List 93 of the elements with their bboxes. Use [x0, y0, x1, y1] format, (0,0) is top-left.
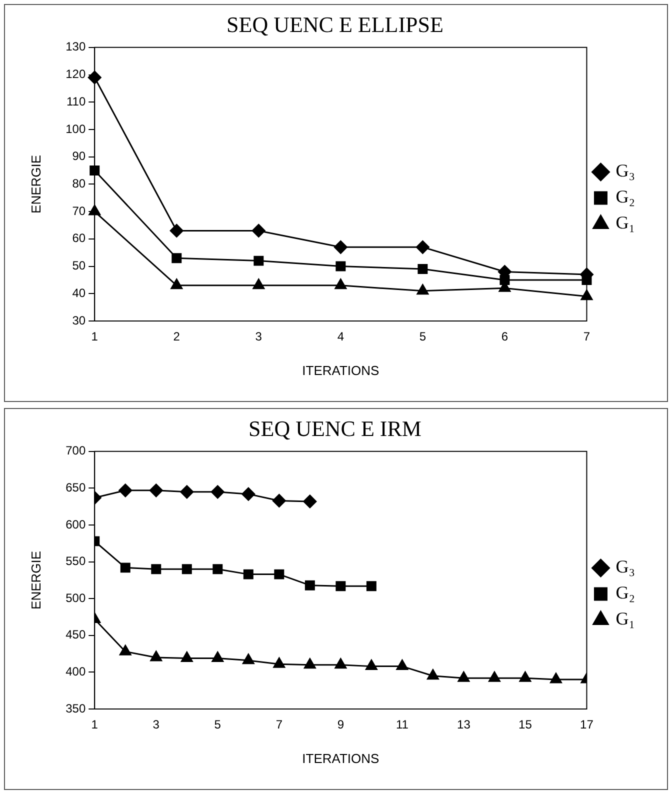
y-tick-label: 110 — [66, 94, 86, 108]
point — [180, 485, 194, 499]
point — [170, 224, 184, 238]
y-axis-title: ENERGIE — [28, 154, 44, 214]
x-tick-label: 3 — [152, 718, 160, 732]
y-tick-label: 700 — [66, 444, 86, 458]
y-tick-label: 400 — [66, 664, 86, 679]
point — [243, 569, 254, 580]
y-tick-label: 100 — [66, 122, 86, 136]
point — [119, 644, 132, 656]
point — [396, 660, 408, 670]
x-tick-label: 2 — [173, 330, 180, 344]
y-tick-label: 50 — [72, 258, 86, 273]
chart-title: SEQ UENC E ELLIPSE — [226, 12, 444, 37]
point — [118, 484, 132, 498]
point — [274, 569, 284, 580]
point — [550, 672, 562, 684]
point — [90, 166, 100, 176]
point — [336, 581, 346, 592]
point — [334, 658, 347, 669]
chart-title: SEQ UENC E IRM — [248, 416, 422, 441]
point — [151, 564, 162, 574]
x-tick-label: 13 — [457, 718, 471, 732]
point — [212, 564, 223, 574]
x-tick-label: 11 — [396, 718, 409, 732]
point — [252, 278, 265, 290]
point — [458, 671, 470, 682]
point — [88, 204, 101, 216]
x-tick-label: 7 — [583, 330, 590, 344]
y-axis-title: ENERGIE — [28, 550, 44, 610]
legend-label: G₁ — [616, 212, 636, 233]
legend-label: G₁ — [616, 608, 636, 629]
point — [304, 580, 315, 590]
legend-label: G₃ — [616, 556, 636, 577]
point — [336, 261, 346, 272]
point — [254, 256, 264, 266]
x-tick-label: 1 — [91, 718, 98, 732]
point — [172, 253, 182, 264]
x-axis-title: ITERATIONS — [302, 362, 380, 378]
y-tick-label: 550 — [66, 554, 86, 568]
point — [334, 278, 347, 290]
point — [488, 671, 500, 682]
point — [304, 658, 316, 669]
x-tick-label: 15 — [518, 718, 532, 732]
point — [273, 657, 286, 668]
point — [212, 651, 224, 662]
x-tick-label: 1 — [91, 330, 98, 344]
y-tick-label: 120 — [66, 67, 86, 82]
y-tick-label: 40 — [72, 286, 86, 300]
legend-label: G₃ — [616, 160, 636, 181]
legend-label: G₂ — [616, 582, 636, 603]
point — [242, 487, 256, 501]
point — [210, 485, 224, 499]
y-tick-label: 70 — [72, 204, 86, 218]
point — [418, 264, 428, 274]
y-tick-label: 90 — [72, 149, 86, 164]
point — [120, 562, 130, 573]
y-tick-label: 350 — [66, 701, 86, 716]
point — [334, 240, 348, 254]
x-tick-label: 3 — [255, 330, 262, 344]
y-tick-label: 650 — [66, 480, 86, 495]
point — [426, 669, 439, 680]
point — [519, 671, 532, 682]
point — [252, 224, 266, 238]
point — [303, 494, 317, 508]
y-tick-label: 130 — [66, 40, 86, 54]
point — [242, 654, 254, 664]
point — [149, 484, 163, 498]
point — [150, 650, 162, 662]
point — [366, 581, 376, 592]
x-tick-label: 9 — [337, 718, 344, 732]
point — [180, 651, 193, 662]
x-tick-label: 7 — [276, 718, 283, 732]
point — [272, 494, 286, 508]
y-tick-label: 500 — [66, 590, 86, 605]
x-tick-label: 4 — [337, 330, 344, 344]
y-tick-label: 80 — [72, 176, 86, 191]
x-tick-label: 17 — [580, 718, 594, 732]
point — [88, 70, 102, 84]
legend-label: G₂ — [616, 186, 636, 207]
point — [182, 564, 192, 574]
x-tick-label: 6 — [501, 330, 508, 344]
point — [416, 284, 429, 295]
point — [365, 660, 378, 670]
y-tick-label: 60 — [72, 231, 86, 246]
point — [416, 240, 430, 254]
y-tick-label: 600 — [66, 517, 86, 532]
x-tick-label: 5 — [214, 718, 222, 732]
x-tick-label: 5 — [419, 330, 426, 344]
y-tick-label: 30 — [72, 313, 86, 328]
point — [170, 278, 183, 290]
x-axis-title: ITERATIONS — [302, 750, 380, 766]
y-tick-label: 450 — [66, 628, 86, 642]
